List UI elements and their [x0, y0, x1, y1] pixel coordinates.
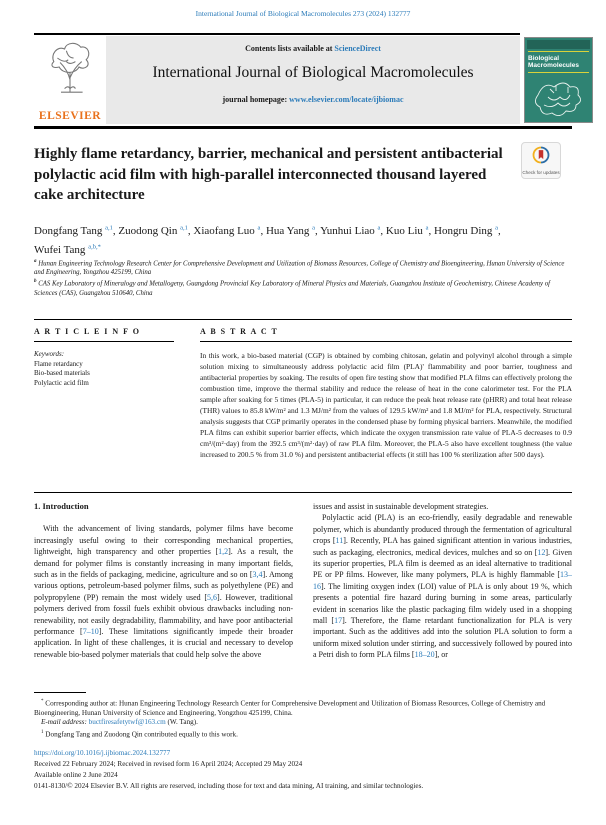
- author: Yunhui Liao a,: [320, 224, 384, 237]
- body-column-left: 1. Introduction With the advancement of …: [34, 501, 293, 691]
- header-top-rule: [34, 33, 520, 35]
- keyword: Flame retardancy: [34, 359, 83, 368]
- doi-link[interactable]: https://doi.org/10.1016/j.ijbiomac.2024.…: [34, 749, 171, 757]
- article-title-line: Highly flame retardancy, barrier, mechan…: [34, 146, 503, 162]
- abstract-rule: [200, 341, 572, 342]
- citation-link[interactable]: 11: [335, 536, 344, 546]
- affiliation-list: a Hunan Engineering Technology Research …: [34, 257, 572, 298]
- cover-title: Biological Macromolecules: [528, 55, 579, 69]
- citation-link[interactable]: 3,4: [252, 570, 263, 580]
- contents-line: Contents lists available at ScienceDirec…: [106, 44, 520, 53]
- article-info-heading: A R T I C L E I N F O: [34, 327, 141, 336]
- section-divider-rule: [34, 492, 572, 493]
- citation-link[interactable]: 17: [334, 616, 343, 626]
- citation-link[interactable]: 1,2: [218, 547, 229, 557]
- abstract-text: In this work, a bio-based material (CGP)…: [200, 351, 572, 459]
- received-line: Received 22 February 2024; Received in r…: [34, 760, 303, 768]
- author: Xiaofang Luo a,: [193, 224, 264, 237]
- journal-homepage-link[interactable]: www.elsevier.com/locate/ijbiomac: [289, 95, 404, 104]
- author: Hongru Ding a,: [434, 224, 501, 237]
- article-footer: https://doi.org/10.1016/j.ijbiomac.2024.…: [34, 748, 572, 792]
- journal-header: ELSEVIER Contents lists available at Sci…: [34, 36, 520, 124]
- keyword-list: Flame retardancy Bio-based materials Polyl…: [34, 360, 174, 389]
- article-info-column: A R T I C L E I N F O Keywords: Flame re…: [34, 327, 174, 388]
- email-note: E-mail address: buctfiresafetytwf@163.cm…: [41, 718, 198, 727]
- journal-cover-thumbnail[interactable]: Biological Macromolecules: [524, 37, 593, 123]
- check-for-updates-badge[interactable]: Check for updates: [521, 142, 561, 179]
- author: Hua Yang a,: [265, 224, 318, 237]
- header-bottom-rule: [34, 126, 572, 129]
- article-title-line: cake architecture: [34, 187, 145, 203]
- abstract-column: A B S T R A C T In this work, a bio-base…: [200, 327, 572, 460]
- section-divider-rule: [34, 319, 572, 320]
- cover-accent-line: [528, 51, 589, 52]
- author: Zuodong Qin a,1,: [118, 224, 191, 237]
- elsevier-logo-text: ELSEVIER: [38, 110, 102, 122]
- journal-banner: Contents lists available at ScienceDirec…: [106, 36, 520, 124]
- article-info-section: A R T I C L E I N F O Keywords: Flame re…: [34, 327, 572, 490]
- affiliation: b CAS Key Laboratory of Mineralogy and M…: [34, 279, 550, 297]
- elsevier-logo[interactable]: ELSEVIER: [34, 36, 106, 124]
- journal-reference-line: International Journal of Biological Macr…: [195, 9, 411, 18]
- paragraph: With the advancement of living standards…: [34, 524, 293, 659]
- author-list: Dongfang Tang a,1, Zuodong Qin a,1, Xiao…: [34, 220, 516, 258]
- citation-link[interactable]: 7–10: [82, 627, 99, 637]
- sciencedirect-link[interactable]: ScienceDirect: [334, 44, 381, 53]
- keyword: Bio-based materials: [34, 369, 90, 377]
- keywords-label: Keywords:: [34, 350, 65, 358]
- elsevier-tree-icon: [51, 42, 90, 93]
- homepage-line: journal homepage: www.elsevier.com/locat…: [106, 95, 520, 104]
- section-heading-introduction: 1. Introduction: [34, 501, 89, 511]
- paragraph: issues and assist in sustainable develop…: [313, 502, 489, 511]
- cover-top-band: [527, 40, 590, 49]
- copyright-line: 0141-8130/© 2024 Elsevier B.V. All right…: [34, 782, 424, 790]
- homepage-label: journal homepage:: [222, 95, 288, 104]
- cover-molecule-art: [534, 82, 581, 116]
- article-title: Highly flame retardancy, barrier, mechan…: [34, 144, 539, 206]
- abstract-heading: A B S T R A C T: [200, 327, 279, 336]
- citation-link[interactable]: 18–20: [414, 650, 435, 660]
- citation-link[interactable]: 5,6: [207, 592, 218, 602]
- equal-contribution-note: 1 Dongfang Tang and Zuodong Qin contribu…: [41, 729, 238, 738]
- journal-title: International Journal of Biological Macr…: [152, 64, 474, 81]
- article-title-line: polylactic acid film with high-parallel …: [34, 166, 487, 183]
- citation-link[interactable]: 13–16: [313, 570, 572, 591]
- body-column-right: issues and assist in sustainable develop…: [313, 501, 572, 691]
- cover-accent-line: [528, 72, 589, 73]
- article-body: 1. Introduction With the advancement of …: [34, 501, 572, 691]
- author: Kuo Liu a,: [385, 224, 432, 237]
- citation-link[interactable]: 12: [537, 547, 546, 557]
- check-updates-label: Check for updates: [522, 170, 560, 175]
- available-online-line: Available online 2 June 2024: [34, 771, 118, 779]
- author: Wufei Tang a,b,*: [34, 243, 101, 256]
- article-info-rule: [34, 341, 174, 342]
- affiliation: a Hunan Engineering Technology Research …: [34, 259, 565, 277]
- paragraph: Polylactic acid (PLA) is an eco-friendly…: [313, 513, 572, 660]
- footnotes: * Corresponding author at: Hunan Enginee…: [34, 692, 572, 739]
- keyword: Polylactic acid film: [34, 378, 89, 387]
- check-updates-icon: [532, 146, 550, 164]
- author: Dongfang Tang a,1,: [34, 224, 116, 237]
- footnote-rule: [34, 692, 86, 693]
- email-link[interactable]: buctfiresafetytwf@163.cm: [88, 718, 166, 727]
- corresponding-author-note: * Corresponding author at: Hunan Enginee…: [34, 699, 546, 717]
- contents-line-text: Contents lists available at: [245, 44, 333, 53]
